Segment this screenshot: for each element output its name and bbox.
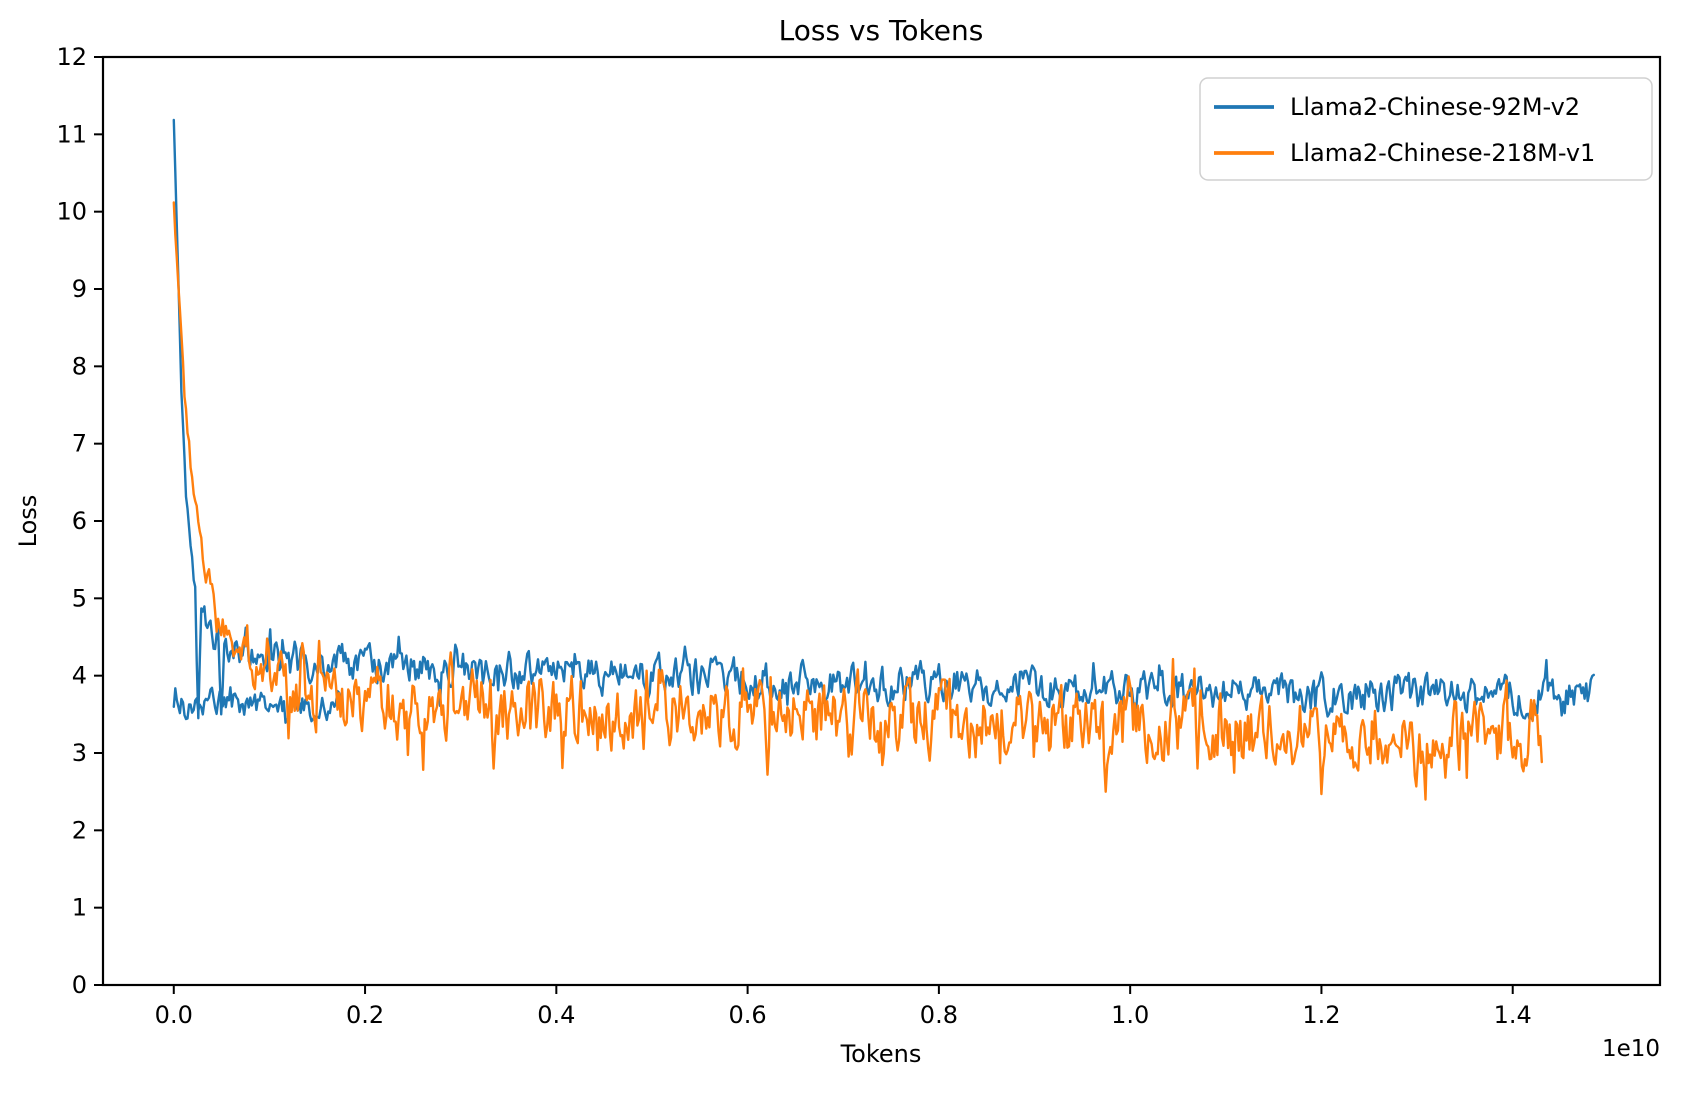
series-line-Llama2-Chinese-218M-v1 [172, 201, 1543, 801]
y-tick-label: 10 [56, 198, 87, 226]
y-tick-label: 0 [72, 971, 87, 999]
series-line-Llama2-Chinese-92M-v2 [172, 118, 1595, 722]
chart-title: Loss vs Tokens [779, 14, 984, 47]
x-tick-label: 0.4 [537, 1001, 575, 1029]
x-tick-label: 0.2 [346, 1001, 384, 1029]
plot-area-spines [101, 55, 1662, 987]
y-tick-label: 5 [72, 584, 87, 612]
x-tick-label: 1.4 [1494, 1001, 1532, 1029]
y-axis-label: Loss [14, 495, 42, 548]
x-axis-offset-label: 1e10 [1602, 1036, 1660, 1062]
series-line-Llama2-Chinese-92M-v2-segment1 [172, 686, 342, 724]
y-tick-label: 12 [56, 43, 87, 71]
x-axis-ticks: 0.0 0.2 0.4 0.6 0.8 1.0 1.2 1.4 [155, 985, 1532, 1029]
series-lines [172, 118, 1595, 801]
x-tick-label: 1.0 [1111, 1001, 1149, 1029]
x-axis-label: Tokens [840, 1040, 922, 1068]
x-tick-label: 0.6 [729, 1001, 767, 1029]
legend: Llama2-Chinese-92M-v2 Llama2-Chinese-218… [1199, 77, 1653, 181]
y-tick-label: 9 [72, 275, 87, 303]
legend-box [1199, 77, 1653, 181]
legend-label-series2: Llama2-Chinese-218M-v1 [1290, 139, 1595, 167]
y-tick-label: 8 [72, 352, 87, 380]
y-tick-label: 11 [56, 120, 87, 148]
y-tick-label: 1 [72, 894, 87, 922]
x-tick-label: 0.0 [155, 1001, 193, 1029]
y-tick-label: 2 [72, 816, 87, 844]
x-tick-label: 1.2 [1302, 1001, 1340, 1029]
legend-label-series1: Llama2-Chinese-92M-v2 [1290, 93, 1580, 121]
y-tick-label: 4 [72, 662, 87, 690]
y-tick-label: 7 [72, 430, 87, 458]
x-tick-label: 0.8 [920, 1001, 958, 1029]
y-tick-label: 6 [72, 507, 87, 535]
y-tick-label: 3 [72, 739, 87, 767]
